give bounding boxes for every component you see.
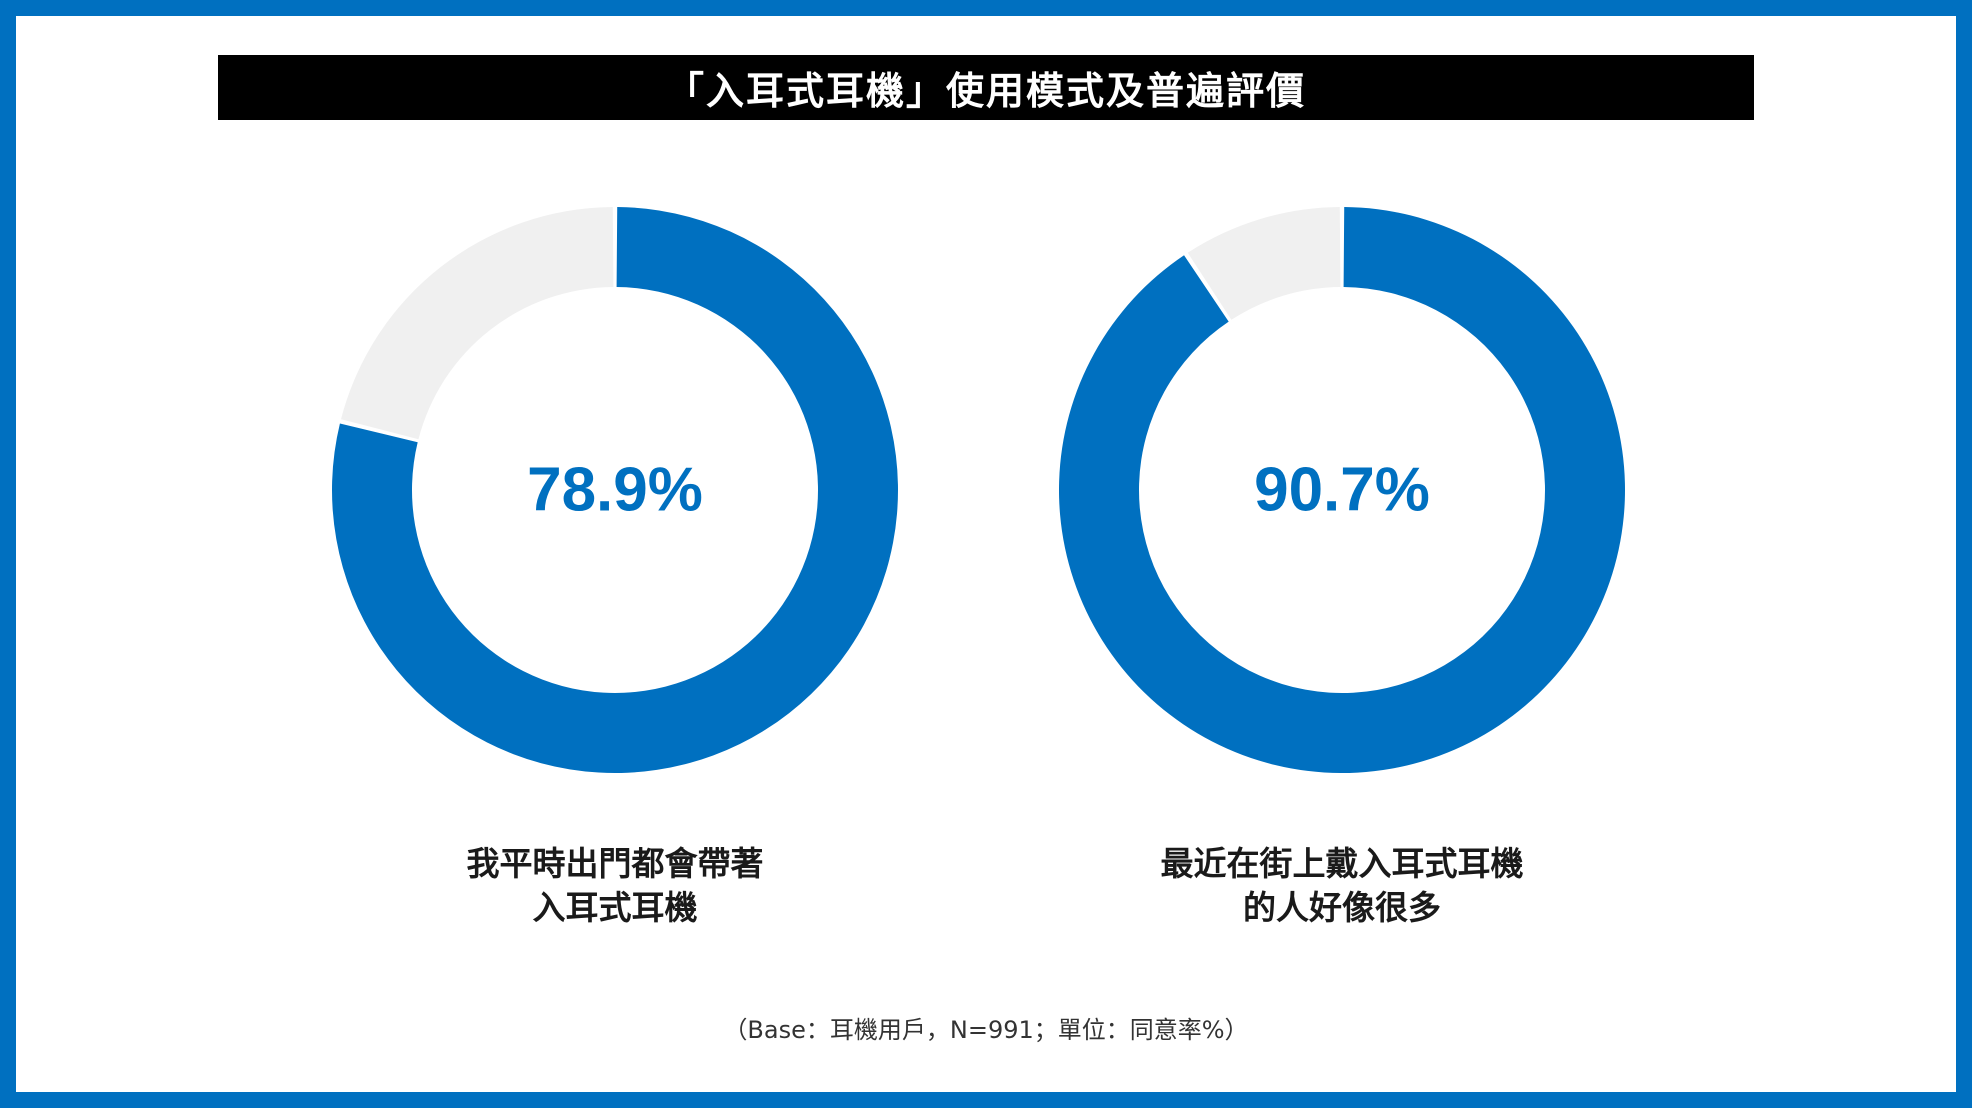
caption-1-line-2: 入耳式耳機 xyxy=(532,888,698,927)
donut-2-remainder-slice xyxy=(1187,207,1341,320)
caption-1: 我平時出門都會帶著 入耳式耳機 xyxy=(315,842,915,930)
donut-chart-1: 78.9% xyxy=(332,207,898,773)
caption-1-line-1: 我平時出門都會帶著 xyxy=(466,844,764,883)
title-bar: 「入耳式耳機」使用模式及普遍評價 xyxy=(218,55,1754,120)
donut-1-remainder-slice xyxy=(341,207,614,440)
donut-1-value-label: 78.9% xyxy=(527,455,703,524)
donut-chart-2: 90.7% xyxy=(1059,207,1625,773)
donut-2-value-label: 90.7% xyxy=(1254,455,1430,524)
caption-2-line-1: 最近在街上戴入耳式耳機 xyxy=(1160,844,1524,883)
chart-title: 「入耳式耳機」使用模式及普遍評價 xyxy=(665,69,1306,113)
caption-2-line-2: 的人好像很多 xyxy=(1243,888,1441,927)
caption-2: 最近在街上戴入耳式耳機 的人好像很多 xyxy=(1042,842,1642,930)
footnote: （Base：耳機用戶，N=991；單位：同意率%） xyxy=(723,1016,1249,1044)
